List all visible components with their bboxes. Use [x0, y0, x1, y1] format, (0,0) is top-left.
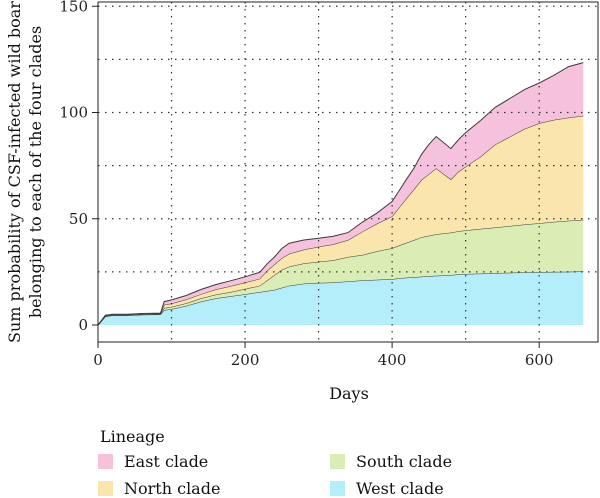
- legend-title: Lineage: [100, 427, 165, 446]
- series-line-east-clade: [97, 62, 584, 326]
- area-north-clade: [98, 115, 584, 325]
- area-west-clade: [98, 271, 584, 325]
- y-axis-title-line1: Sum probability of CSF-infected wild boa…: [5, 1, 24, 343]
- y-tick-label: 50: [69, 210, 88, 228]
- legend-label-south: South clade: [356, 452, 452, 471]
- y-axis-title-line2: belonging to each of the four clades: [26, 26, 45, 318]
- legend: Lineage East clade South clade North cla…: [98, 427, 452, 498]
- area-south-clade: [98, 219, 584, 325]
- legend-label-west: West clade: [356, 479, 444, 498]
- x-axis-title: Days: [329, 384, 369, 403]
- plot-area: [97, 62, 584, 326]
- y-tick-label: 150: [59, 0, 88, 15]
- legend-swatch-east: [98, 454, 113, 469]
- x-tick-label: 0: [93, 351, 103, 369]
- y-tick-label: 100: [59, 104, 88, 122]
- plot-frame: [97, 1, 599, 343]
- x-tick-label: 400: [378, 351, 407, 369]
- y-tick-label: 0: [78, 316, 88, 334]
- legend-swatch-north: [98, 481, 113, 496]
- area-east-clade: [98, 62, 584, 325]
- legend-swatch-west: [330, 481, 345, 496]
- x-tick-label: 200: [231, 351, 260, 369]
- grid-lines: [98, 2, 598, 342]
- legend-label-north: North clade: [124, 479, 220, 498]
- legend-swatch-south: [330, 454, 345, 469]
- x-tick-label: 600: [525, 351, 554, 369]
- axis-ticks: 0 50 100 150 0 200 400 600: [59, 0, 553, 369]
- legend-label-east: East clade: [124, 452, 208, 471]
